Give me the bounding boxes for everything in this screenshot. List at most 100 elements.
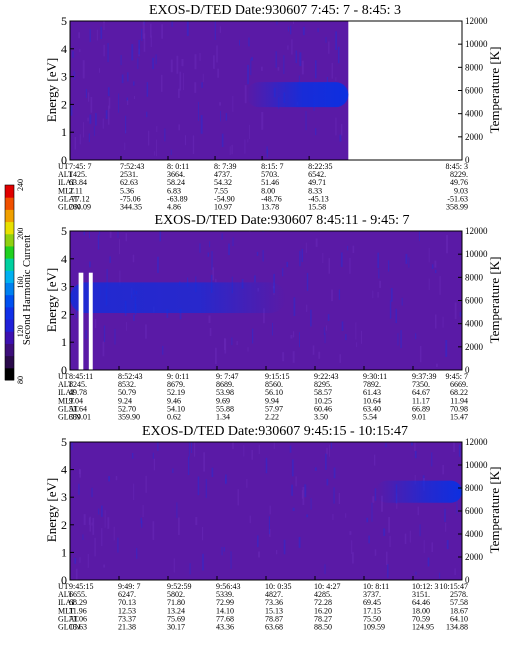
noise-streak: [335, 31, 337, 50]
noise-streak: [178, 124, 180, 131]
data-gap: [78, 272, 84, 370]
table-cell: 49.76: [450, 178, 468, 187]
noise-streak: [329, 444, 330, 457]
table-row-label: ALT: [58, 590, 73, 599]
noise-streak: [170, 59, 173, 73]
noise-streak: [142, 21, 145, 39]
table-cell: 18.00: [412, 606, 430, 615]
noise-streak: [103, 21, 105, 30]
noise-streak: [145, 475, 147, 493]
table-cell: 78.27: [314, 614, 332, 623]
noise-streak: [372, 290, 374, 299]
noise-streak: [155, 54, 157, 65]
colorbar-swatch: [5, 367, 14, 381]
noise-streak: [105, 110, 108, 120]
table-cell: 9:56:43: [216, 582, 240, 591]
noise-streak: [85, 89, 87, 98]
colorbar-tick-label: 80: [16, 376, 25, 384]
noise-streak: [324, 332, 326, 344]
noise-streak: [351, 540, 353, 555]
table-cell: 3.50: [314, 413, 328, 422]
noise-streak: [385, 443, 387, 448]
table-cell: 9.46: [167, 396, 181, 405]
noise-streak: [339, 354, 341, 363]
noise-streak: [247, 64, 249, 85]
noise-streak: [248, 124, 250, 139]
table-cell: 63.68: [265, 623, 283, 632]
noise-streak: [75, 568, 78, 580]
noise-streak: [103, 44, 105, 57]
noise-streak: [125, 115, 127, 134]
table-cell: -45.13: [308, 194, 329, 203]
noise-streak: [107, 517, 110, 529]
noise-streak: [71, 442, 73, 451]
noise-streak: [212, 55, 215, 69]
noise-streak: [262, 250, 264, 262]
noise-streak: [439, 276, 441, 295]
noise-streak: [322, 252, 324, 263]
noise-streak: [374, 549, 377, 556]
colorbar-swatch: [5, 185, 14, 198]
noise-streak: [371, 502, 373, 522]
colorbar-swatches: [4, 184, 15, 381]
noise-streak: [287, 45, 289, 50]
noise-streak: [326, 325, 328, 331]
noise-streak: [331, 62, 333, 79]
noise-streak: [374, 488, 377, 501]
noise-streak: [361, 330, 363, 344]
axis-ticks: 0 1 2 3 4 5 0 2000 4000 6000 8000 10000 12000: [61, 435, 488, 587]
table-cell: 72.28: [314, 598, 332, 607]
noise-streak: [202, 73, 204, 83]
noise-streak: [397, 333, 399, 346]
table-row-label: UT: [58, 582, 69, 591]
noise-streak: [256, 251, 259, 256]
table-row-label: GLAT: [58, 194, 79, 203]
noise-streak: [261, 66, 263, 71]
table-cell: 5802.: [167, 590, 185, 599]
y2-tick-label: 4000: [465, 319, 484, 329]
noise-streak: [133, 314, 135, 321]
axis-ticks: 0 1 2 3 4 5 0 2000 4000 6000 8000 10000 12000: [61, 224, 488, 377]
noise-streak: [400, 330, 402, 348]
noise-streak: [349, 257, 351, 274]
noise-streak: [157, 442, 159, 452]
noise-streak: [266, 146, 268, 154]
noise-streak: [232, 442, 234, 450]
noise-streak: [138, 39, 141, 55]
noise-streak: [221, 547, 223, 556]
noise-streak: [305, 242, 307, 253]
noise-streak: [90, 96, 93, 113]
colorbar-swatch: [5, 233, 14, 247]
table-cell: 15.47: [450, 413, 468, 422]
spectrogram-plot: [69, 441, 463, 581]
y-tick-label: 3: [61, 280, 67, 294]
noise-streak: [79, 49, 81, 53]
noise-streak: [150, 23, 152, 38]
table-cell: 358.99: [446, 203, 468, 212]
table-cell: 3151.: [412, 590, 430, 599]
colorbar-ticks: 80 120 160 200 240: [16, 179, 25, 384]
noise-streak: [325, 453, 327, 470]
noise-streak: [292, 351, 295, 363]
table-cell: 73.36: [265, 598, 283, 607]
noise-streak: [73, 71, 75, 80]
colorbar-frame: [4, 184, 15, 381]
noise-streak: [78, 468, 81, 475]
noise-streak: [417, 506, 419, 516]
table-cell: 15.13: [265, 606, 283, 615]
table-cell: 9:45:15: [69, 582, 93, 591]
noise-streak: [291, 39, 293, 55]
noise-streak: [299, 332, 300, 348]
noise-streak: [323, 327, 325, 336]
noise-streak: [286, 261, 289, 268]
y2-tick-label: 10000: [465, 460, 488, 470]
noise-streak: [113, 526, 115, 541]
y-tick-label: 2: [61, 518, 67, 532]
table-row-label: UT: [58, 372, 69, 381]
table-cell: 54.10: [167, 404, 185, 413]
noise-streak: [92, 517, 95, 535]
table-cell: 71.06: [69, 614, 87, 623]
noise-streak: [157, 256, 159, 273]
noise-streak: [173, 558, 175, 573]
panel-1: EXOS-D/TED Date:930607 7:45: 7 - 8:45: 3…: [44, 3, 502, 212]
